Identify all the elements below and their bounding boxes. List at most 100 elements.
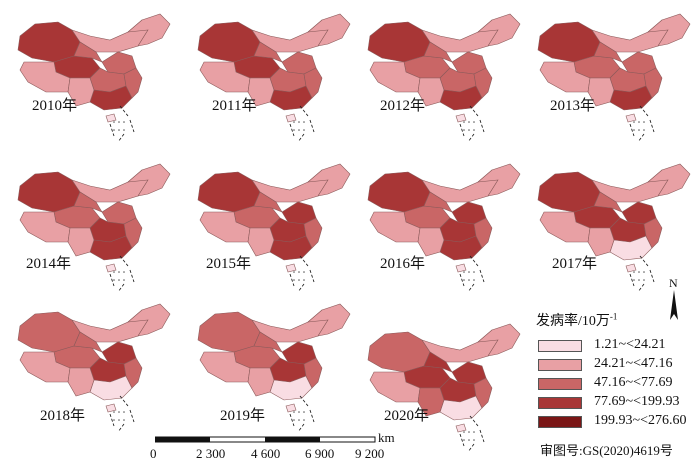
province-region: [303, 357, 323, 389]
province-region: [303, 217, 323, 249]
island-dot: [633, 121, 635, 123]
province-region: [587, 227, 615, 257]
scale-tick-label: 4 600: [251, 446, 281, 461]
province-region: [593, 191, 623, 213]
province-region: [127, 13, 171, 47]
island-dot: [638, 279, 640, 281]
province-region: [307, 303, 351, 337]
province-region: [253, 331, 283, 353]
province-region: [439, 85, 483, 111]
province-region: [537, 171, 601, 213]
province-region: [609, 235, 653, 261]
dashed-boundary: [289, 105, 315, 143]
map-panel: 2017年: [530, 156, 691, 296]
province-region: [477, 13, 521, 47]
map-panel: 2010年: [10, 6, 171, 146]
island-dot: [123, 271, 125, 273]
scale-unit: km: [378, 430, 395, 445]
year-label: 2013年: [550, 98, 596, 114]
island-dot: [123, 411, 125, 413]
island-dot: [303, 419, 305, 421]
province-region: [105, 263, 117, 273]
island-dot: [298, 419, 300, 421]
year-label: 2014年: [26, 256, 72, 272]
dashed-boundary: [459, 255, 485, 293]
province-region: [367, 171, 431, 213]
province-region: [17, 21, 81, 63]
year-label: 2020年: [384, 408, 430, 424]
china-map: [197, 303, 351, 433]
island-dot: [473, 431, 475, 433]
legend-item: 199.93~<276.60: [538, 413, 698, 430]
legend-swatch: [538, 340, 582, 352]
province-region: [105, 113, 117, 123]
island-dot: [293, 419, 295, 421]
province-region: [89, 235, 133, 261]
island-dot: [643, 129, 645, 131]
legend-swatch: [538, 416, 582, 428]
scale-tick-label: 6 900: [305, 446, 335, 461]
map-panel: 2015年: [190, 156, 351, 296]
legend-item: 24.21~<47.16: [538, 356, 698, 373]
province-region: [367, 331, 431, 373]
legend-item: 47.16~<77.69: [538, 375, 698, 392]
province-region: [285, 113, 297, 123]
island-dot: [113, 121, 115, 123]
province-region: [609, 85, 653, 111]
map-panel: 2014年: [10, 156, 171, 296]
year-label: 2012年: [380, 98, 426, 114]
province-region: [423, 351, 453, 373]
island-dot: [468, 129, 470, 131]
legend-label: 77.69~<199.93: [594, 394, 680, 409]
island-dot: [113, 279, 115, 281]
legend-swatch: [538, 378, 582, 390]
china-map: [537, 163, 691, 293]
province-region: [269, 85, 313, 111]
china-map: [197, 163, 351, 293]
province-region: [417, 77, 445, 107]
island-dot: [123, 129, 125, 131]
island-dot: [643, 279, 645, 281]
year-label: 2011年: [212, 98, 257, 114]
map-panel: 2011年: [190, 6, 351, 146]
province-region: [417, 227, 445, 257]
province-region: [473, 217, 493, 249]
island-dot: [303, 271, 305, 273]
north-arrow: N: [664, 276, 684, 324]
province-region: [537, 21, 601, 63]
legend-swatch: [538, 359, 582, 371]
island-dot: [473, 271, 475, 273]
province-region: [625, 263, 637, 273]
province-region: [473, 377, 493, 409]
island-dot: [118, 411, 120, 413]
province-region: [197, 171, 261, 213]
province-region: [247, 227, 275, 257]
china-map: [197, 13, 351, 143]
province-region: [123, 357, 143, 389]
province-region: [247, 367, 275, 397]
china-map: [17, 163, 171, 293]
island-dot: [468, 121, 470, 123]
province-region: [593, 41, 623, 63]
province-region: [455, 113, 467, 123]
island-dot: [463, 129, 465, 131]
china-map: [367, 323, 521, 453]
year-label: 2016年: [380, 256, 426, 272]
year-label: 2010年: [32, 98, 78, 114]
legend-item: 1.21~<24.21: [538, 337, 698, 354]
province-region: [17, 311, 81, 353]
china-map: [17, 13, 171, 143]
legend-item: 77.69~<199.93: [538, 394, 698, 411]
island-dot: [473, 121, 475, 123]
province-region: [73, 331, 103, 353]
dashed-boundary: [629, 105, 655, 143]
province-region: [105, 403, 117, 413]
province-region: [477, 323, 521, 357]
dashed-boundary: [459, 415, 485, 453]
island-dot: [473, 439, 475, 441]
island-dot: [298, 121, 300, 123]
island-dot: [293, 411, 295, 413]
map-panel: 2019年: [190, 296, 351, 436]
province-region: [455, 423, 467, 433]
province-region: [647, 163, 691, 197]
